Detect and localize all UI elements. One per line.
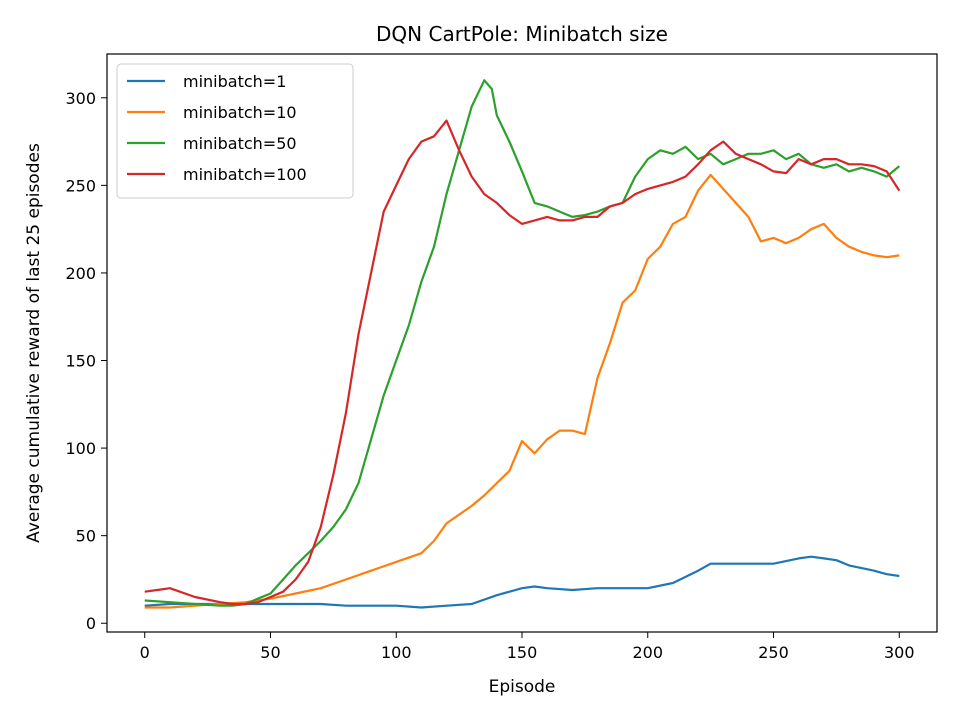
x-axis-ticks: 0 50 100 150 200 250 300: [140, 632, 915, 662]
series-line-1: [144, 555, 900, 609]
series-line-2: [144, 173, 900, 609]
series-layer: [144, 79, 901, 609]
x-tick-label: 150: [507, 643, 538, 662]
legend-label-3: minibatch=50: [183, 134, 297, 153]
series-line-3: [144, 79, 901, 607]
x-tick-label: 250: [758, 643, 789, 662]
y-axis-label: Average cumulative reward of last 25 epi…: [24, 143, 44, 543]
x-axis-label: Episode: [489, 677, 556, 697]
series-line-4: [144, 119, 901, 606]
y-tick-label: 0: [86, 614, 96, 633]
legend-label-1: minibatch=1: [183, 72, 286, 91]
x-tick-label: 300: [884, 643, 915, 662]
y-tick-label: 250: [65, 176, 96, 195]
y-tick-label: 100: [65, 439, 96, 458]
x-tick-label: 50: [260, 643, 280, 662]
legend-box: [116, 63, 354, 199]
x-tick-label: 100: [381, 643, 412, 662]
y-tick-label: 200: [65, 264, 96, 283]
y-tick-label: 300: [65, 89, 96, 108]
chart-title: DQN CartPole: Minibatch size: [376, 22, 668, 46]
legend-label-4: minibatch=100: [183, 165, 307, 184]
y-tick-label: 150: [65, 352, 96, 371]
y-axis-ticks: 0 50 100 150 200 250 300: [65, 89, 107, 633]
legend: minibatch=1 minibatch=10 minibatch=50 minib…: [116, 63, 354, 199]
x-tick-label: 0: [140, 643, 150, 662]
legend-label-2: minibatch=10: [183, 103, 297, 122]
x-tick-label: 200: [632, 643, 663, 662]
y-tick-label: 50: [76, 527, 96, 546]
